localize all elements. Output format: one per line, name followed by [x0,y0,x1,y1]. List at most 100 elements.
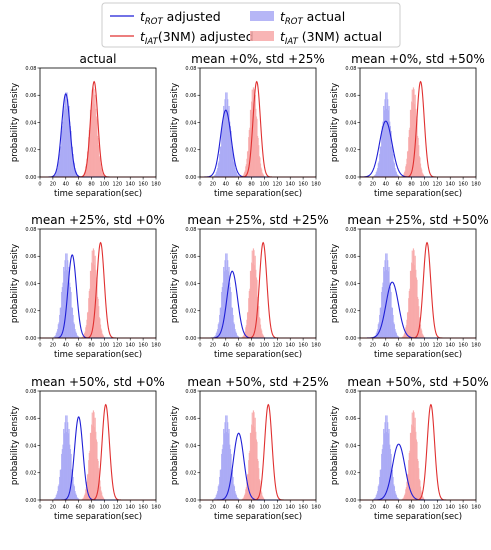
hist-bar [375,497,377,500]
hist-bar [383,271,385,338]
hist-bar [391,307,394,338]
x-tick-label: 80 [88,182,94,188]
hist-bar [53,336,55,338]
panel-title: mean +25%, std +50% [347,213,488,227]
hist-bar [69,444,71,500]
y-tick-label: 0.02 [345,309,356,315]
x-axis-label: time separation(sec) [214,189,302,199]
y-tick-label: 0.06 [345,93,356,99]
x-axis-label: time separation(sec) [214,512,302,522]
hist-bar [60,307,62,338]
hist-bar [65,431,67,500]
y-tick-label: 0.04 [25,443,36,449]
hist-bar [57,324,59,338]
hist-bar [385,92,387,177]
hist-bar [227,271,229,338]
hist-bar [56,170,58,177]
hist-bar [71,307,73,338]
y-tick-label: 0.00 [345,175,356,181]
hist-bar [71,146,73,177]
x-tick-label: 160 [298,343,308,349]
hist-bar [220,307,222,338]
y-axis-label: probability density [10,83,20,162]
hist-bar [231,307,233,338]
hist-bar [229,449,231,500]
x-axis-label: time separation(sec) [374,512,462,522]
hist-bar [223,433,225,500]
hist-bar [54,335,56,338]
hist-bar [70,291,72,338]
x-tick-label: 20 [210,343,216,349]
y-tick-label: 0.04 [185,443,196,449]
x-tick-label: 60 [75,343,81,349]
hist-bar [218,322,220,338]
hist-bar [394,329,396,338]
y-tick-label: 0.00 [25,175,36,181]
hist-bar [58,161,60,177]
y-tick-label: 0.06 [185,254,196,260]
hist-bar [71,469,74,500]
x-tick-label: 40 [63,182,69,188]
hist-bar [225,108,227,177]
hist-bar [227,422,229,500]
hist-bar [215,335,217,338]
y-tick-label: 0.02 [25,471,36,477]
hist-bar [65,415,67,500]
x-tick-label: 80 [88,505,94,511]
hist-bar [214,174,216,177]
hist-bar [387,433,389,500]
x-tick-label: 160 [458,505,468,511]
x-tick-label: 180 [311,182,321,188]
hist-bar [384,422,386,500]
hist-bar [388,266,390,338]
x-tick-label: 20 [50,182,56,188]
hist-bar [224,260,226,338]
hist-bar [55,174,57,177]
x-tick-label: 100 [420,182,430,188]
hist-bar [376,493,378,500]
y-tick-label: 0.06 [185,93,196,99]
hist-bar [377,486,379,500]
hist-bar [63,271,65,338]
rot-actual-hist [212,253,240,338]
hist-bar [59,469,61,500]
y-tick-label: 0.08 [345,227,356,233]
hist-bar [234,491,236,500]
hist-bar [394,491,396,500]
hist-bar [219,469,221,500]
hist-bar [393,324,396,338]
rot-actual-hist [212,92,240,177]
hist-bar [75,170,77,177]
hist-bar [233,161,235,177]
hist-bar [387,271,389,338]
panel-title: mean +25%, std +25% [187,213,328,227]
y-axis-label: probability density [170,244,180,323]
hist-bar [234,329,236,338]
hist-bar [65,108,67,177]
y-tick-label: 0.06 [345,416,356,422]
hist-bar [73,486,76,500]
x-tick-label: 0 [358,343,361,349]
x-tick-label: 140 [125,182,135,188]
panel-7: mean +50%, std +25% 0 20 40 60 80 100 120 140 160… [170,375,329,522]
y-axis-label: probability density [170,406,180,485]
y-tick-label: 0.04 [185,281,196,287]
hist-bar [379,153,381,177]
hist-bar [231,146,234,177]
y-axis-label: probability density [170,83,180,162]
hist-bar [75,333,78,338]
hist-bar [214,335,216,338]
legend: tROT adjusted tIAT(3NM) adjusted tROT actu… [101,2,401,48]
hist-bar [216,493,218,500]
hist-bar [77,498,80,500]
y-tick-label: 0.04 [345,443,356,449]
x-tick-label: 40 [63,343,69,349]
hist-bar [233,324,236,338]
hist-bar [389,287,391,338]
hist-bar [219,153,221,177]
x-tick-label: 120 [113,182,123,188]
x-axis-label: time separation(sec) [214,350,302,360]
hist-bar [377,163,379,177]
hist-bar [220,469,222,500]
y-tick-label: 0.02 [345,148,356,154]
